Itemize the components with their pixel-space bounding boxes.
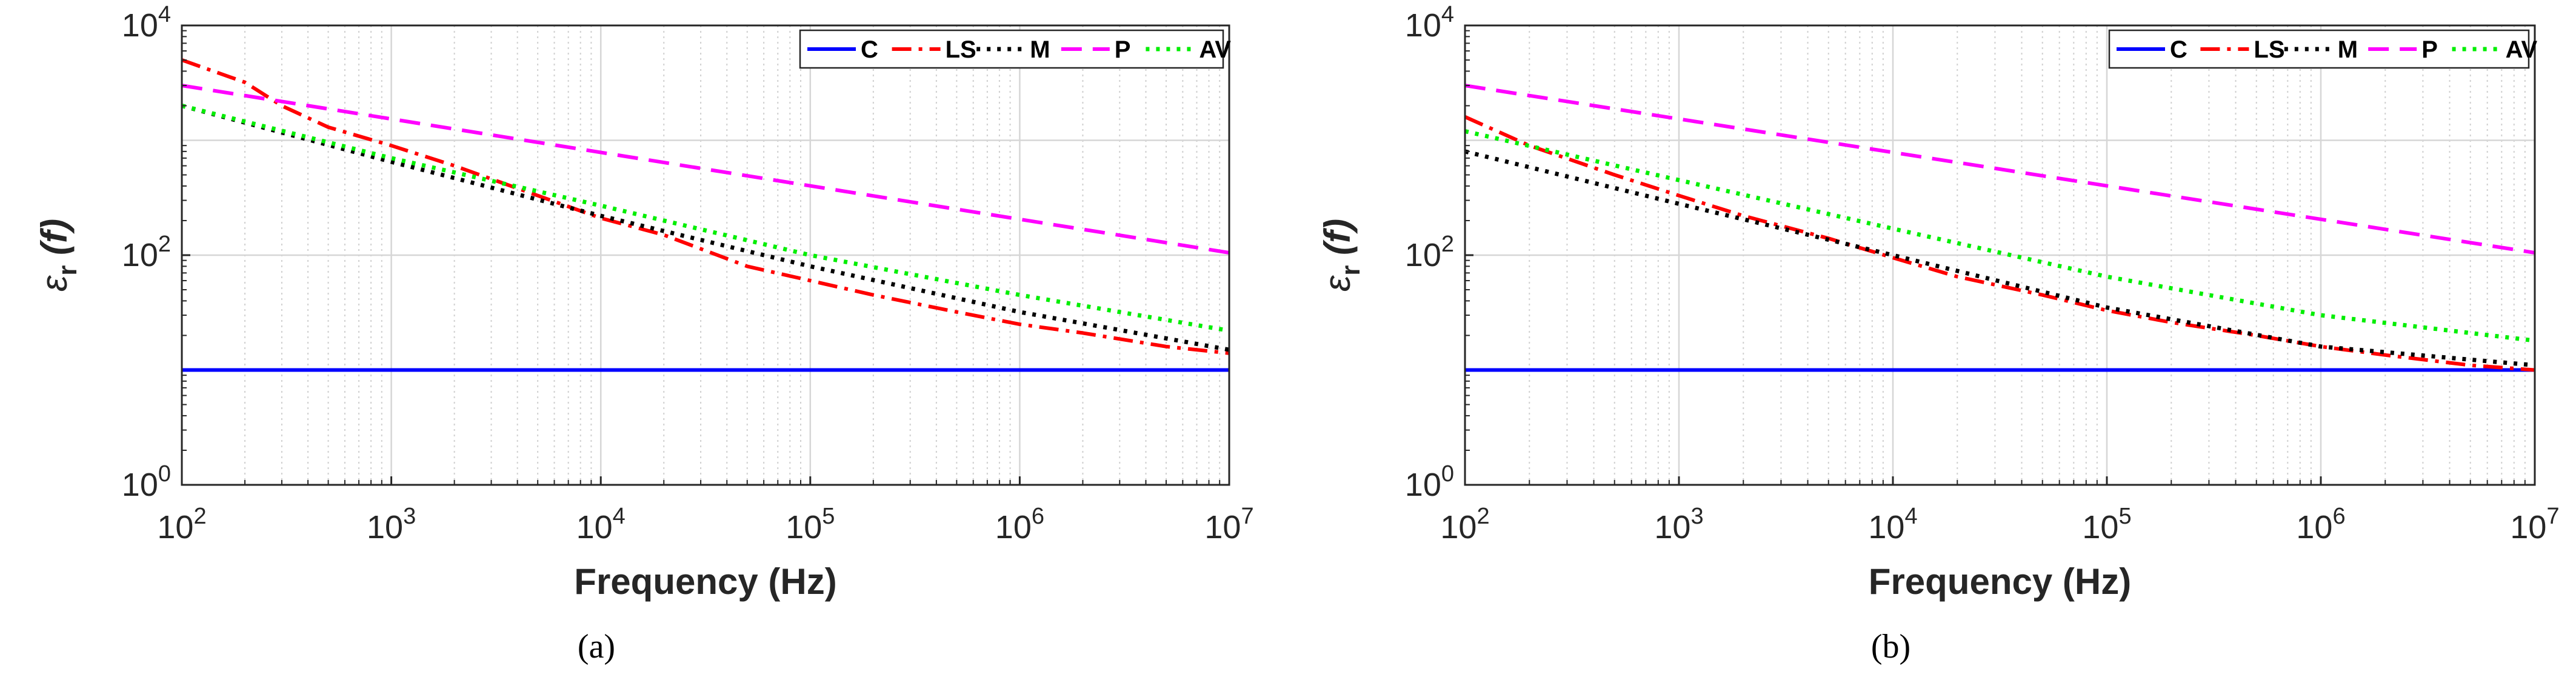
y-axis-title: εr (f) — [34, 219, 82, 292]
y-tick-label: 102 — [122, 232, 171, 273]
x-tick-label: 107 — [2510, 504, 2559, 545]
series-line-m — [182, 104, 1229, 352]
y-tick-label: 104 — [1405, 2, 1454, 44]
series-line-p — [1465, 84, 2535, 255]
y-tick-label: 100 — [1405, 461, 1454, 503]
x-axis-title: Frequency (Hz) — [574, 561, 836, 602]
y-tick-label: 104 — [122, 2, 171, 44]
legend-label-m: M — [2338, 36, 2358, 63]
series-group — [182, 58, 1229, 372]
x-tick-label: 105 — [786, 504, 835, 545]
legend-label-m: M — [1030, 36, 1050, 63]
series-group — [1465, 84, 2535, 372]
legend: C LS M P AV — [2108, 29, 2538, 69]
series-line-ls — [1465, 115, 2535, 372]
x-tick-label: 104 — [576, 504, 626, 545]
legend-box — [799, 29, 1224, 69]
x-tick-label: 102 — [1440, 504, 1489, 545]
legend-box — [2108, 29, 2530, 69]
legend-label-p: P — [2421, 36, 2438, 63]
legend-label-ls: LS — [2254, 36, 2284, 63]
legend-label-av: AV — [1199, 36, 1231, 63]
series-line-av — [182, 104, 1229, 333]
y-axis-title: εr (f) — [1317, 219, 1366, 292]
y-tick-label: 100 — [122, 461, 171, 503]
x-tick-label: 103 — [1654, 504, 1703, 545]
panel-caption: (a) — [578, 628, 615, 665]
legend: C LS M P AV — [799, 29, 1231, 69]
x-tick-label: 107 — [1204, 504, 1253, 545]
x-tick-label: 106 — [2296, 504, 2345, 545]
x-tick-label: 106 — [995, 504, 1044, 545]
y-tick-label: 102 — [1405, 232, 1454, 273]
x-tick-label: 105 — [2082, 504, 2131, 545]
x-tick-label: 104 — [1868, 504, 1917, 545]
legend-label-c: C — [861, 36, 878, 63]
legend-label-ls: LS — [946, 36, 976, 63]
x-tick-label: 102 — [157, 504, 206, 545]
legend-label-p: P — [1115, 36, 1131, 63]
legend-label-av: AV — [2506, 36, 2538, 63]
x-axis-title: Frequency (Hz) — [1869, 561, 2131, 602]
panel-caption: (b) — [1871, 628, 1910, 665]
legend-label-c: C — [2170, 36, 2187, 63]
series-line-ls — [182, 58, 1229, 355]
series-line-p — [182, 84, 1229, 255]
x-tick-label: 103 — [367, 504, 416, 545]
series-line-av — [1465, 129, 2535, 343]
